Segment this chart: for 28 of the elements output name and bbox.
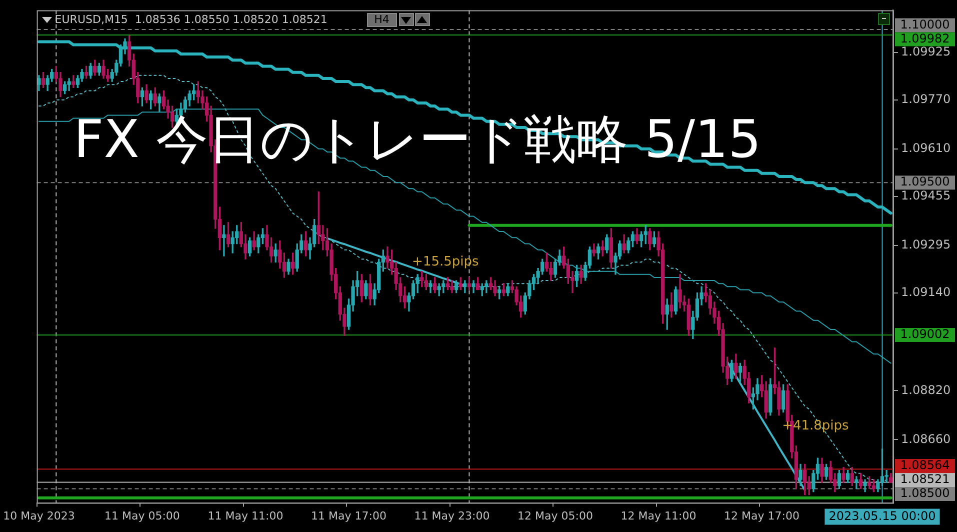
- y-tick-label: 1.09140: [901, 284, 951, 299]
- ref-line-label: 1.08521: [900, 472, 950, 486]
- x-tick-label: 11 May 17:00: [311, 509, 386, 522]
- y-tick-label: 1.09295: [901, 237, 951, 252]
- ref-line-label: 1.08500: [900, 486, 950, 500]
- candlestick: [222, 225, 226, 256]
- x-tick-label: 11 May 05:00: [104, 509, 180, 522]
- y-tick-label: 1.09610: [901, 141, 951, 156]
- x-tick-label: 10 May 2023: [3, 509, 75, 522]
- y-tick-label: 1.09770: [901, 92, 951, 106]
- y-tick-label: 1.09455: [901, 188, 951, 202]
- y-tick-label: 1.08660: [901, 432, 951, 446]
- ref-line-label: 1.09982: [900, 31, 950, 46]
- x-tick-label: 12 May 11:00: [620, 509, 696, 522]
- x-tick-label: 12 May 05:00: [518, 509, 593, 522]
- x-tick-label: 12 May 17:00: [724, 509, 800, 522]
- ref-line-label: 1.08564: [900, 458, 950, 472]
- x-tick-label: 11 May 11:00: [208, 509, 284, 522]
- y-tick-label: 1.08820: [901, 382, 951, 397]
- chart-subtitle: EURUSD,M15 1.08536 1.08550 1.08520 1.08521: [54, 13, 328, 26]
- ref-line-label: 1.09500: [900, 174, 950, 189]
- x-tick-label: 11 May 23:00: [414, 509, 490, 522]
- y-tick-label: 1.09925: [901, 44, 951, 59]
- text: 2023.05.15 00:00: [828, 508, 936, 523]
- ref-line-label: 1.10000: [900, 17, 950, 32]
- series-label: +15.5pips: [412, 254, 480, 270]
- ref-line-label: 1.09002: [900, 327, 950, 342]
- timeframe-button: H4: [366, 13, 397, 28]
